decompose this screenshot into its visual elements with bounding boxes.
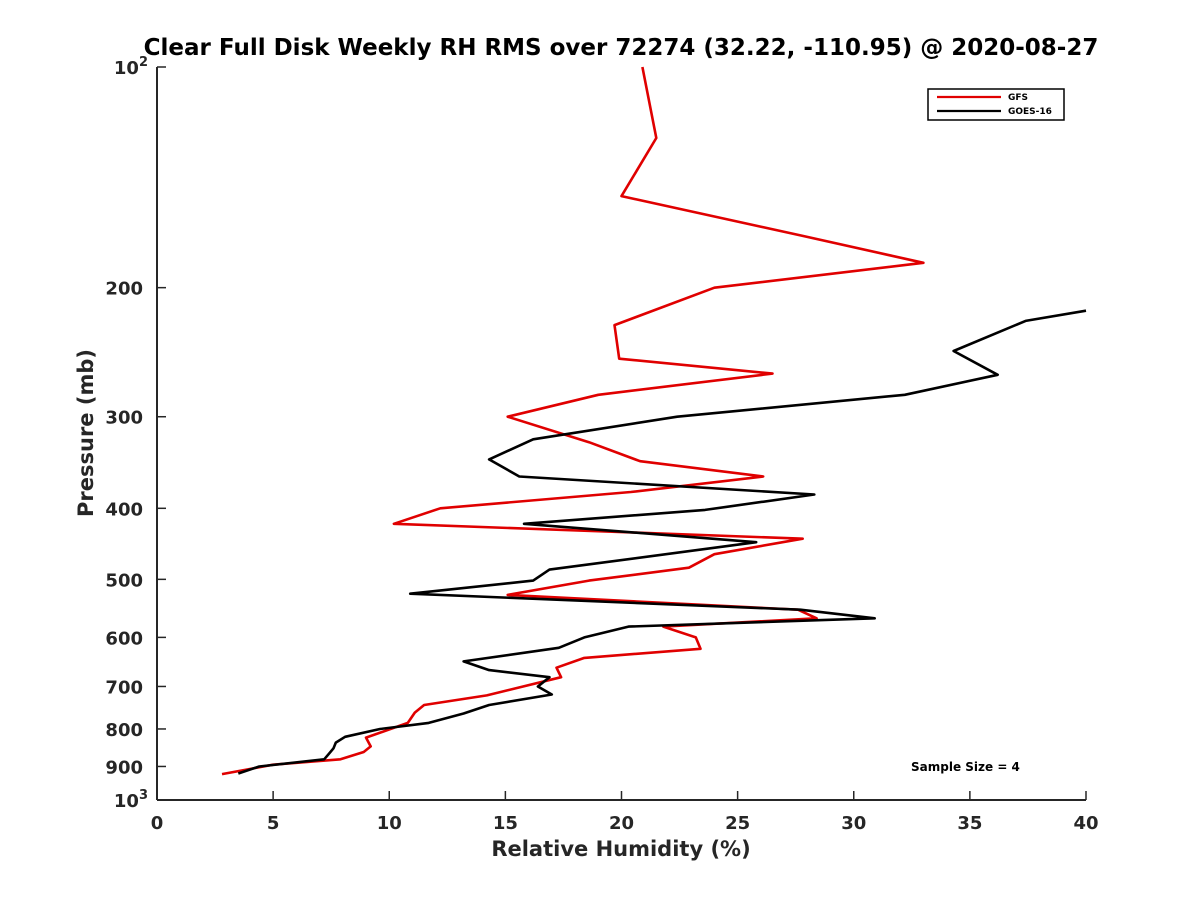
y-tick-label: 500 <box>105 570 143 591</box>
y-tick-label: 400 <box>105 499 143 520</box>
legend-label-goes16: GOES-16 <box>1008 107 1052 117</box>
x-axis-ticks: 0 5 10 15 20 25 30 35 40 <box>151 791 1099 834</box>
y-tick-label: 102 <box>114 55 148 79</box>
y-tick-label: 200 <box>105 279 143 300</box>
y-tick-label: 800 <box>105 720 143 741</box>
y-tick-label: 103 <box>114 788 148 812</box>
legend: GFS GOES-16 <box>927 88 1065 121</box>
legend-label-gfs: GFS <box>1008 93 1028 103</box>
legend-box <box>927 88 1065 121</box>
x-axis-label: Relative Humidity (%) <box>491 837 750 861</box>
x-tick-label: 0 <box>151 813 164 834</box>
plot-area <box>157 67 1086 800</box>
sample-size-annotation: Sample Size = 4 <box>911 760 1020 774</box>
series-line-gfs <box>221 66 925 776</box>
x-tick-label: 35 <box>957 813 982 834</box>
x-tick-label: 15 <box>493 813 518 834</box>
y-tick-label: 900 <box>105 757 143 778</box>
y-tick-label: 700 <box>105 677 143 698</box>
chart-title: Clear Full Disk Weekly RH RMS over 72274… <box>144 35 1099 61</box>
x-tick-label: 25 <box>725 813 750 834</box>
x-tick-label: 20 <box>609 813 634 834</box>
series-layer <box>221 66 1087 776</box>
y-axis-label: Pressure (mb) <box>74 349 98 517</box>
x-tick-label: 40 <box>1073 813 1098 834</box>
y-axis-ticks: 102 200 300 400 500 600 700 800 900 103 <box>105 55 166 812</box>
y-tick-label: 600 <box>105 628 143 649</box>
y-tick-label: 300 <box>105 408 143 429</box>
x-tick-label: 10 <box>377 813 402 834</box>
series-line-goes16 <box>237 309 1087 775</box>
x-tick-label: 30 <box>841 813 866 834</box>
x-tick-label: 5 <box>267 813 280 834</box>
